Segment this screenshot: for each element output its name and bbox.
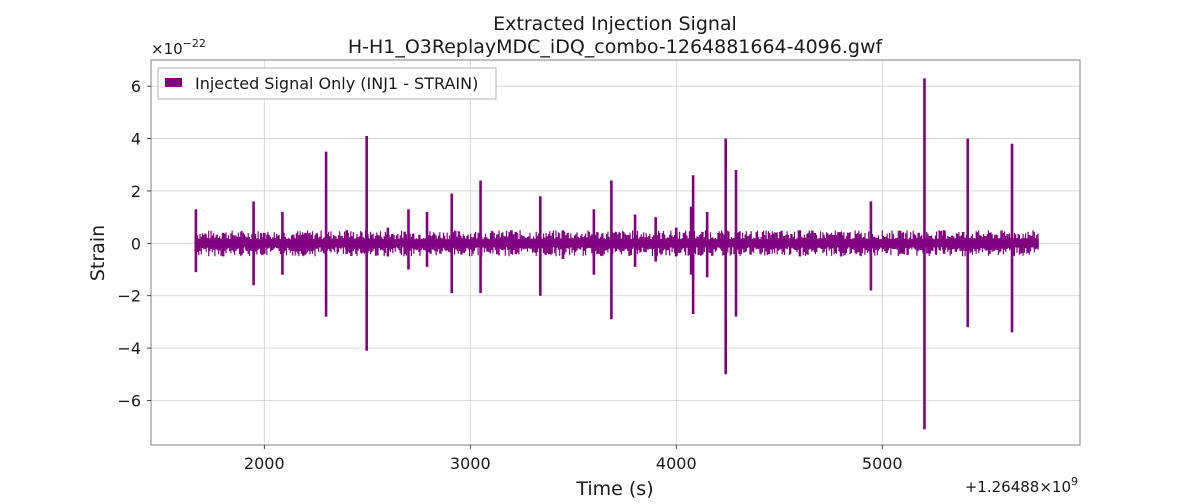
y-tick-label: 4 bbox=[131, 130, 141, 149]
legend-box bbox=[157, 67, 497, 100]
x-axis-label: Time (s) bbox=[575, 478, 653, 500]
x-tick-label: 4000 bbox=[656, 454, 697, 473]
y-axis-label: Strain bbox=[87, 225, 109, 281]
x-tick-label: 2000 bbox=[244, 454, 285, 473]
x-tick-label: 5000 bbox=[862, 454, 903, 473]
y-tick-label: 2 bbox=[131, 182, 141, 201]
x-tick-label: 3000 bbox=[450, 454, 491, 473]
legend: Injected Signal Only (INJ1 - STRAIN) bbox=[157, 67, 497, 100]
legend-swatch bbox=[165, 78, 182, 87]
plot-area bbox=[194, 78, 1039, 430]
axis-ticks: 2000 3000 4000 5000 6 4 2 0 −2 −4 −6 bbox=[117, 77, 902, 473]
x-axis-offset: +1.26488×109 bbox=[965, 475, 1078, 496]
y-tick-label: −4 bbox=[117, 339, 141, 358]
y-tick-label: −2 bbox=[117, 287, 141, 306]
legend-label: Injected Signal Only (INJ1 - STRAIN) bbox=[195, 74, 478, 93]
y-tick-label: 0 bbox=[131, 234, 141, 253]
chart-subtitle: H-H1_O3ReplayMDC_iDQ_combo-1264881664-40… bbox=[348, 36, 884, 58]
plot-frame bbox=[150, 59, 1081, 446]
y-axis-multiplier: ×10−22 bbox=[151, 37, 206, 58]
signal-noise-trace bbox=[194, 230, 1039, 257]
chart-title: Extracted Injection Signal bbox=[493, 13, 737, 35]
y-tick-label: −6 bbox=[117, 391, 141, 410]
y-tick-label: 6 bbox=[131, 77, 141, 96]
